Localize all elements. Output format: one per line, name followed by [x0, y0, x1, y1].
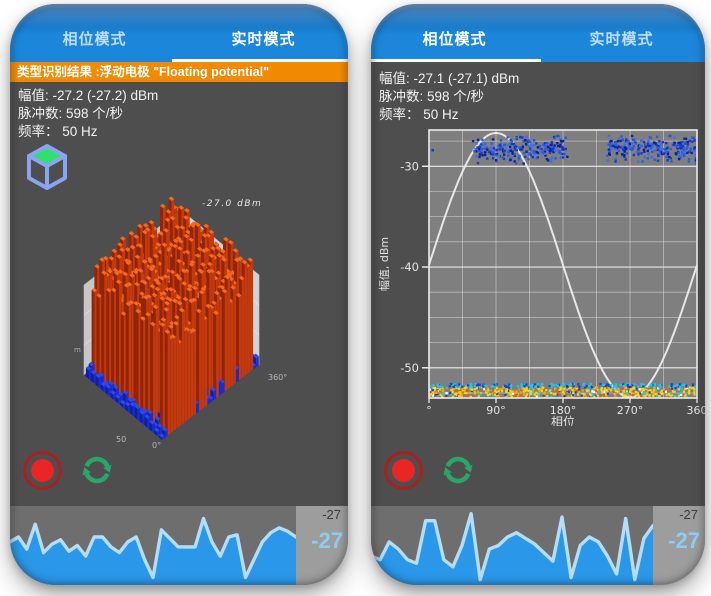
svg-text:m: m: [74, 346, 81, 354]
recognition-result-banner: 类型识别结果 :浮动电极 "Floating potential": [10, 62, 348, 82]
svg-text:90°: 90°: [486, 404, 506, 417]
svg-text:-50: -50: [400, 361, 419, 375]
tab-realtime-mode[interactable]: 实时模式: [589, 31, 654, 48]
trend-scale-strip: -27 -27: [296, 506, 348, 585]
pulse-count-readout: 脉冲数: 598 个/秒: [379, 89, 485, 104]
amplitude-readout: 幅值: -27.1 (-27.1) dBm: [379, 71, 520, 86]
phone-right-phase-mode: 相位模式 实时模式 幅值: -27.1 (-27.1) dBm 脉冲数: 598…: [371, 4, 705, 585]
cube-view-toggle-icon[interactable]: [18, 137, 76, 195]
svg-text:360°: 360°: [268, 373, 287, 382]
refresh-icon[interactable]: [438, 450, 478, 490]
measurement-info: 幅值: -27.2 (-27.2) dBm 脉冲数: 598 个/秒 频率： 5…: [18, 87, 158, 141]
amplitude-trend-panel: -27 -27: [371, 506, 705, 585]
controls-row-left: [23, 450, 117, 490]
record-button[interactable]: [23, 450, 62, 490]
trend-current-value: -27: [311, 528, 343, 553]
tab-realtime-mode[interactable]: 实时模式: [231, 31, 296, 48]
svg-text:-27.0 dBm: -27.0 dBm: [202, 199, 262, 209]
prpd-phase-chart: -30 -40 -50 ° 90° 180° 270° 360 相位 幅值, dBm: [378, 129, 706, 426]
frequency-readout: 频率： 50 Hz: [379, 107, 459, 122]
svg-text:-30: -30: [400, 159, 419, 173]
record-button[interactable]: [384, 450, 423, 490]
svg-text:相位: 相位: [551, 414, 575, 426]
tab-bar: 相位模式 实时模式: [371, 4, 705, 62]
tab-phase-mode[interactable]: 相位模式: [422, 31, 487, 48]
active-tab-underline: [371, 59, 542, 62]
trend-scale-strip: -27 -27: [653, 506, 705, 585]
phone-left-realtime-mode: 相位模式 实时模式 类型识别结果 :浮动电极 "Floating potenti…: [10, 4, 348, 585]
pulse-count-readout: 脉冲数: 598 个/秒: [18, 106, 124, 121]
trend-chart: [10, 516, 296, 585]
svg-text:180°: 180°: [550, 404, 577, 417]
svg-text:幅值, dBm: 幅值, dBm: [378, 237, 391, 291]
record-icon: [31, 458, 54, 482]
tab-phase-mode[interactable]: 相位模式: [62, 31, 127, 48]
trend-current-value: -27: [668, 528, 700, 553]
refresh-icon[interactable]: [77, 450, 117, 490]
frequency-readout: 频率： 50 Hz: [18, 124, 98, 139]
measurement-info: 幅值: -27.1 (-27.1) dBm 脉冲数: 598 个/秒 频率： 5…: [379, 70, 519, 124]
tab-bar: 相位模式 实时模式: [10, 4, 348, 62]
svg-text:270°: 270°: [617, 404, 644, 417]
svg-text:360: 360: [687, 404, 706, 417]
svg-text:°: °: [426, 404, 432, 417]
record-icon: [392, 458, 415, 482]
active-tab-underline: [172, 59, 348, 62]
amplitude-readout: 幅值: -27.2 (-27.2) dBm: [18, 88, 159, 103]
svg-text:0°: 0°: [152, 441, 161, 450]
trend-scale-label: -27: [322, 507, 341, 522]
svg-text:-40: -40: [400, 260, 419, 274]
controls-row-right: [384, 450, 478, 490]
trend-scale-label: -27: [679, 507, 698, 522]
prps-3d-chart[interactable]: -27.0 dBm 360° 0° 50 m: [54, 190, 312, 452]
trend-chart: [371, 511, 653, 585]
amplitude-trend-panel: -27 -27: [10, 506, 348, 585]
svg-text:50: 50: [116, 435, 126, 444]
